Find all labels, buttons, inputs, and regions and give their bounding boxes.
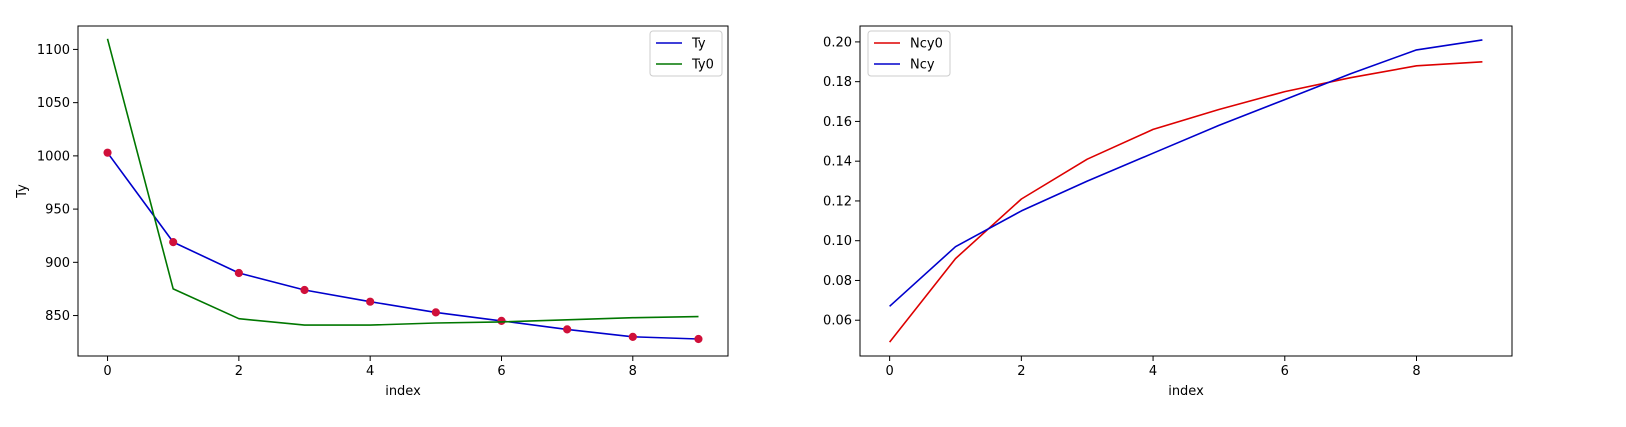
series-line-Ncy0 [888,61,1483,343]
x-tick-label: 8 [629,364,637,379]
data-point-Ty [366,297,375,306]
y-tick-label: 850 [45,309,70,324]
x-tick-label: 0 [103,364,111,379]
series-line-Ty [106,152,699,340]
y-tick-label: 1100 [37,43,70,58]
data-point-Ty [300,285,309,295]
y-tick-label: 1050 [37,96,70,111]
data-point-Ty [497,316,506,325]
x-tick-label: 2 [1017,364,1025,379]
x-tick-label: 2 [235,364,243,379]
y-tick-label: 1000 [37,149,70,164]
legend-label-Ncy0: Ncy0 [910,37,943,52]
y-tick-label: 0.20 [823,35,852,50]
data-point-Ty [563,325,572,334]
x-axis-label: index [1168,384,1204,399]
y-tick-label: 0.08 [823,274,852,289]
data-point-Ty [234,268,243,278]
y-tick-label: 0.12 [823,194,852,209]
plot-frame [859,25,1513,357]
y-tick-label: 0.10 [823,234,852,249]
series-line-Ty0 [106,38,699,326]
data-point-Ty [431,308,440,317]
x-tick-label: 6 [1281,364,1289,379]
data-point-Ty [169,237,178,247]
x-tick-label: 6 [497,364,505,379]
legend-label-Ncy: Ncy [910,58,935,73]
y-tick-label: 900 [45,256,70,271]
chart-panel-1: 0 2 4 6 8 850 900 950 1000 1050 1100 index Ty Ty Ty0 [15,25,729,399]
data-point-Ty [103,148,112,157]
y-tick-label: 950 [45,203,70,218]
y-axis-label: Ty [15,184,30,199]
y-tick-label: 0.16 [823,115,852,130]
x-tick-label: 4 [1149,364,1157,379]
x-tick-label: 8 [1412,364,1420,379]
y-tick-label: 0.18 [823,75,852,90]
data-point-Ty [628,332,637,341]
legend-label-Ty: Ty [691,37,706,52]
series-line-Ncy [889,39,1483,307]
x-tick-label: 4 [366,364,374,379]
legend-label-Ty0: Ty0 [691,58,714,73]
plot-frame [77,25,729,357]
x-tick-label: 0 [885,364,893,379]
data-point-Ty [694,334,703,344]
chart-panel-2: 0 2 4 6 8 0.06 0.08 0.10 0.12 0.14 0.16 0.18 0.20 ind… [823,25,1513,399]
x-axis-label: index [385,384,421,399]
y-tick-label: 0.06 [823,314,852,329]
y-tick-label: 0.14 [823,155,852,170]
